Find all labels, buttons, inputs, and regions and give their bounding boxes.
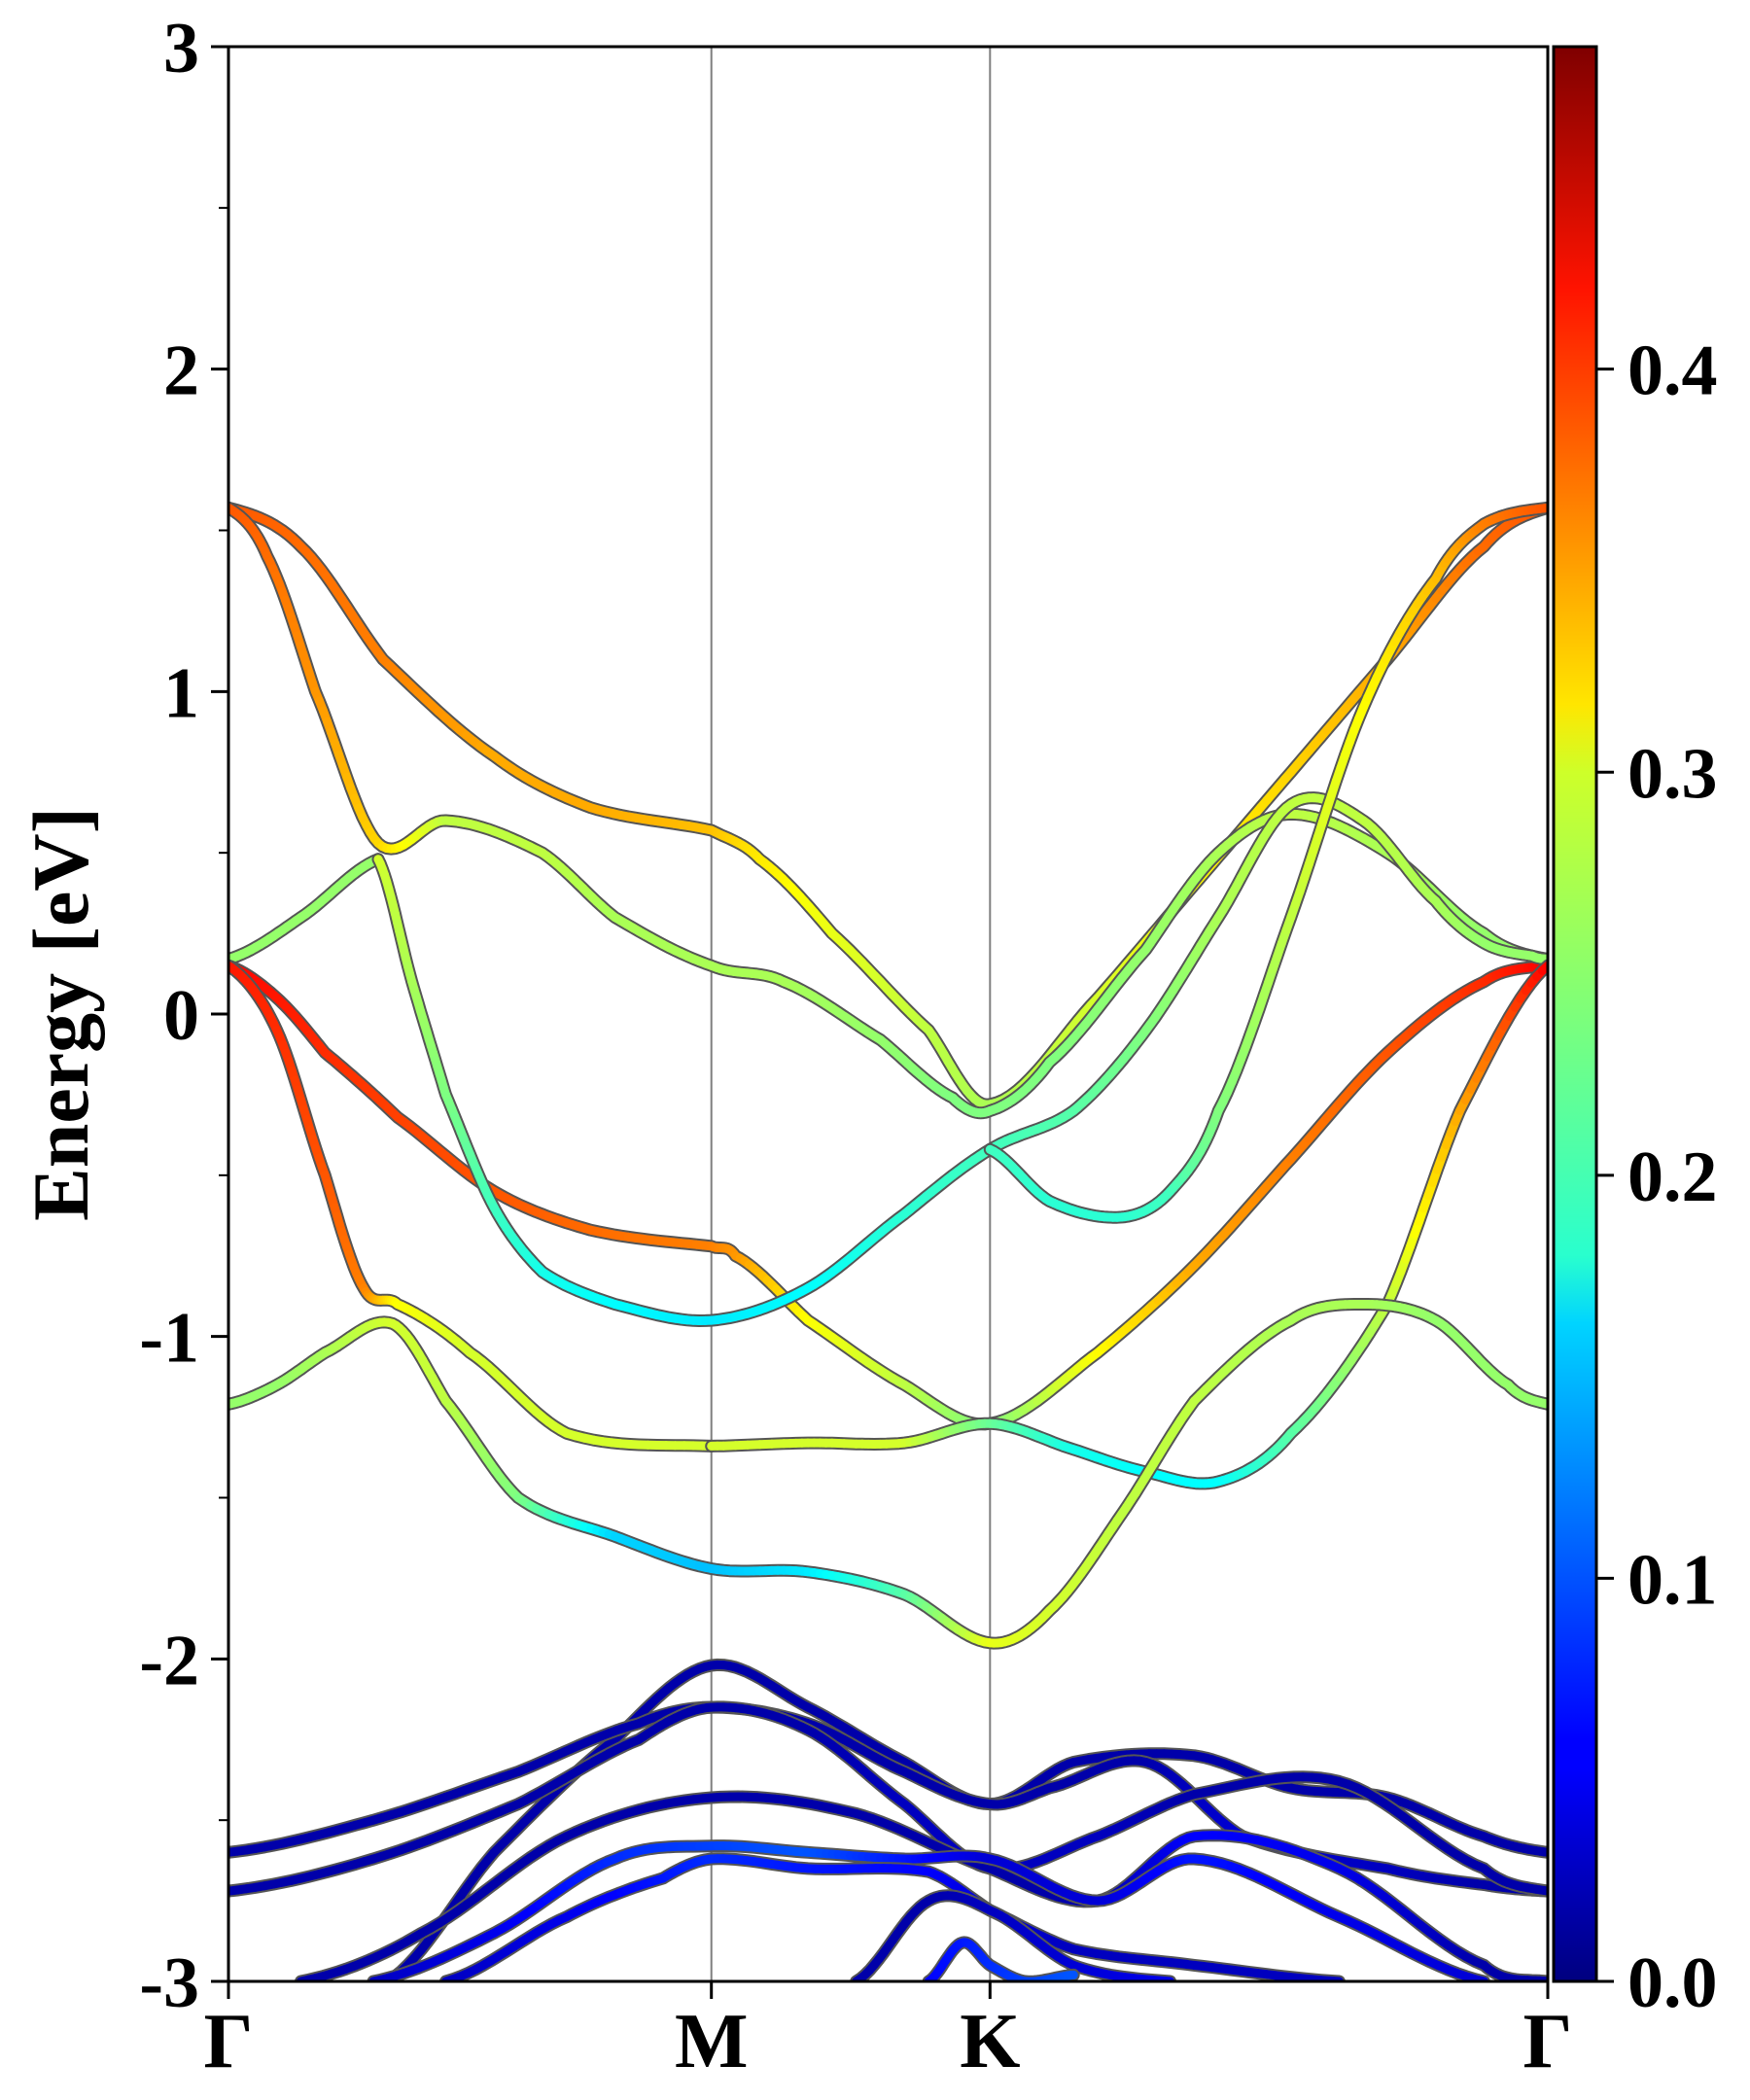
band-9 [228, 1298, 1548, 1650]
y-tick-label: 3 [163, 9, 199, 88]
colorbar-ticks: 0.0 0.1 0.2 0.3 0.4 [1596, 332, 1718, 2023]
y-axis: -3 -2 -1 0 1 2 3 [139, 9, 228, 2023]
band-16 [850, 1889, 1177, 1981]
band-6 [983, 501, 1548, 1224]
y-tick-label: -1 [139, 1299, 199, 1379]
band-3 [228, 853, 385, 966]
band-7 [228, 959, 718, 1452]
band-14 [367, 1839, 1490, 1981]
x-tick-label: Γ [1523, 1999, 1573, 2084]
x-tick-label: Γ [204, 1999, 254, 2084]
colorbar-tick-label: 0.0 [1628, 1943, 1718, 2023]
colorbar-tick-label: 0.2 [1628, 1138, 1718, 1217]
colorbar [1552, 45, 1598, 1983]
y-tick-label: -3 [139, 1943, 199, 2023]
y-tick-label: 0 [163, 976, 199, 1056]
band-lines [228, 501, 1548, 1981]
colorbar-tick-label: 0.4 [1628, 332, 1718, 411]
y-axis-title: Energy [eV] [17, 807, 105, 1221]
band-13 [295, 1790, 1548, 1981]
band-4 [228, 959, 1548, 1431]
y-tick-label: 1 [163, 653, 199, 733]
y-tick-label: -2 [139, 1621, 199, 1700]
y-tick-label: 2 [163, 332, 199, 411]
band-16-outline [850, 1889, 1177, 1981]
x-tick-label: K [960, 1999, 1020, 2084]
colorbar-tick-label: 0.3 [1628, 734, 1718, 814]
colorbar-tick-label: 0.1 [1628, 1540, 1718, 1620]
colorbar-gradient [1552, 45, 1598, 1983]
x-tick-label: M [675, 1999, 749, 2084]
high-symmetry-lines [710, 47, 992, 1981]
